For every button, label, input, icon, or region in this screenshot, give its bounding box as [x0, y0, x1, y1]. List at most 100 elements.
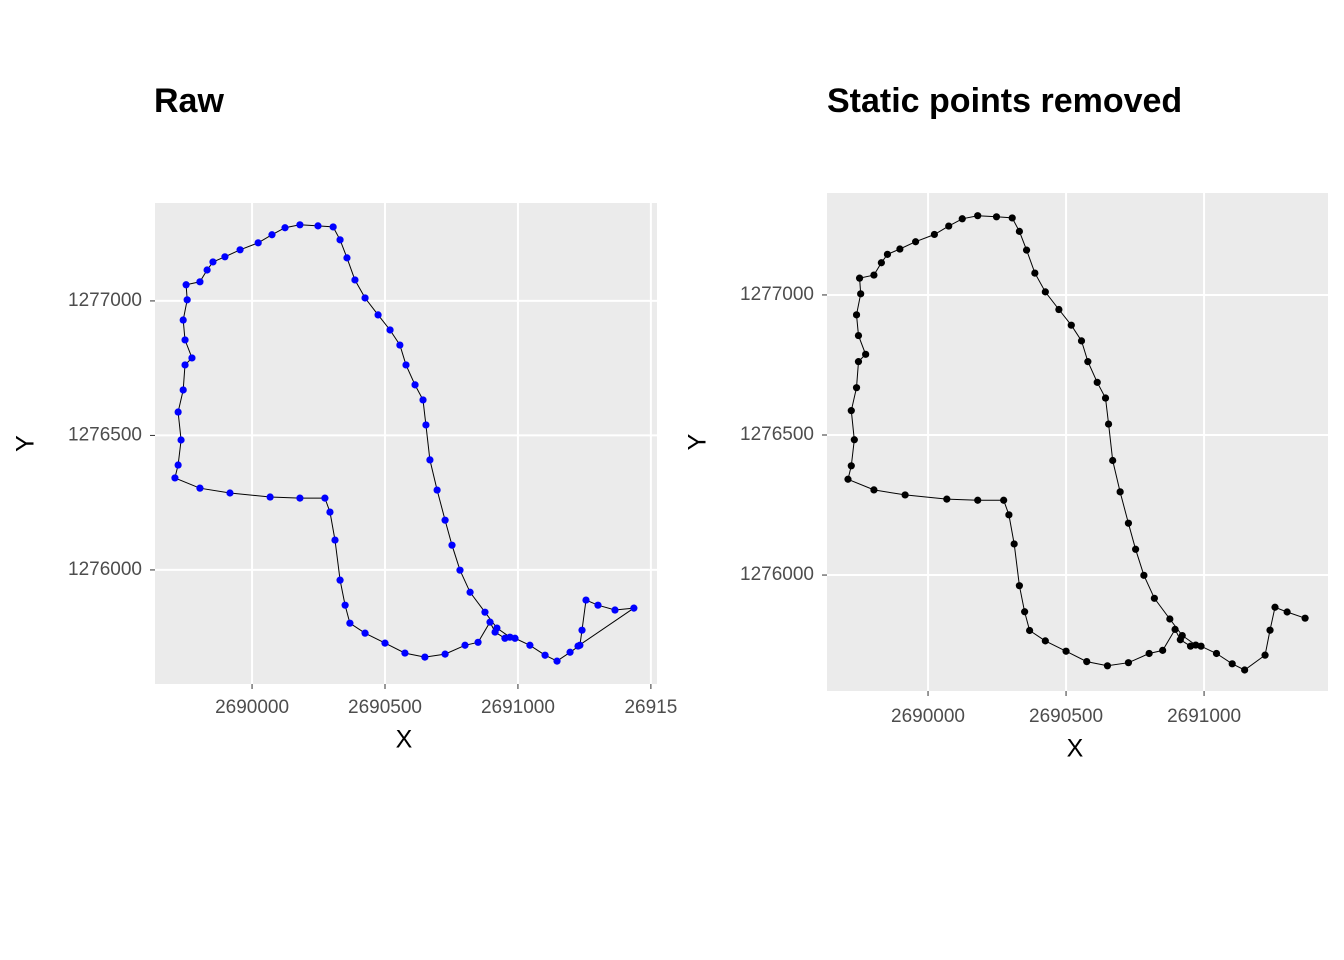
point [296, 494, 304, 502]
point [870, 486, 878, 494]
point [1109, 456, 1117, 465]
point [196, 484, 204, 492]
point [1000, 496, 1008, 504]
point [1031, 269, 1039, 277]
point [183, 296, 191, 304]
point [1041, 637, 1049, 645]
point [1021, 608, 1029, 616]
point [1022, 246, 1031, 254]
y-tick-label: 1276000 [740, 564, 814, 585]
x-tick-label: 2690500 [1029, 706, 1103, 727]
point [386, 326, 394, 334]
point [203, 266, 211, 274]
point [1084, 358, 1092, 366]
point [466, 588, 474, 596]
point [1041, 288, 1049, 296]
point [1124, 519, 1133, 527]
point [506, 633, 514, 641]
x-tick-label: 2690000 [215, 697, 289, 718]
point [1271, 603, 1279, 611]
point [1093, 378, 1101, 386]
point [578, 626, 586, 634]
point [877, 259, 885, 267]
point [930, 230, 938, 239]
point [1178, 631, 1186, 640]
point [421, 653, 429, 661]
point [1103, 662, 1112, 670]
point [901, 491, 909, 499]
point [1140, 571, 1148, 579]
x-axis-title: X [396, 726, 413, 754]
point [526, 641, 534, 649]
point [221, 253, 229, 261]
point [852, 384, 861, 392]
point [992, 213, 1001, 221]
point [1261, 651, 1269, 659]
point [493, 624, 501, 632]
point [236, 246, 244, 254]
point [361, 629, 369, 637]
y-axis-title: Y [12, 435, 40, 452]
point [1062, 647, 1070, 655]
chart-title: Static points removed [827, 82, 1182, 120]
point [402, 361, 410, 369]
point [943, 495, 951, 503]
point [854, 331, 863, 340]
point [1228, 660, 1236, 668]
y-tick-label: 1277000 [740, 284, 814, 305]
x-tick-label: 26915 [624, 697, 677, 718]
plot-background [155, 203, 657, 684]
point [1008, 214, 1016, 222]
point [296, 221, 304, 229]
point [181, 336, 189, 344]
point [174, 408, 182, 416]
point [411, 381, 419, 389]
point [1104, 420, 1113, 428]
point [974, 496, 982, 504]
point [870, 271, 878, 279]
y-tick-label: 1276000 [68, 559, 142, 580]
y-tick-label: 1276500 [68, 424, 142, 445]
point [336, 576, 344, 584]
point [441, 516, 449, 524]
point [857, 290, 865, 298]
point [433, 486, 441, 494]
point [481, 608, 489, 616]
point [209, 258, 217, 266]
point [474, 638, 482, 646]
point [1166, 615, 1174, 623]
point [456, 566, 464, 574]
point [1266, 626, 1274, 634]
point [1301, 614, 1309, 622]
x-tick-label: 2690500 [348, 697, 422, 718]
point [396, 341, 404, 349]
point [329, 223, 337, 231]
point [1241, 666, 1249, 674]
point [1015, 227, 1023, 235]
point [486, 618, 494, 626]
point [336, 236, 344, 244]
point [844, 475, 852, 483]
point [179, 316, 187, 324]
point [1116, 488, 1124, 496]
y-axis-title: Y [684, 433, 712, 450]
point [426, 456, 434, 464]
point [1132, 545, 1140, 553]
point [281, 224, 289, 232]
x-tick-label: 2691000 [481, 697, 555, 718]
point [321, 494, 329, 502]
point [611, 606, 619, 614]
point [855, 274, 864, 282]
point [883, 250, 892, 258]
point [862, 350, 870, 358]
point [850, 436, 858, 444]
x-tick-label: 2691000 [1167, 706, 1241, 727]
point [630, 604, 638, 612]
point [1171, 625, 1179, 633]
point [346, 619, 354, 627]
point [1159, 646, 1167, 654]
point [196, 278, 204, 286]
point [422, 421, 430, 429]
point [852, 311, 861, 319]
point [1101, 394, 1110, 402]
